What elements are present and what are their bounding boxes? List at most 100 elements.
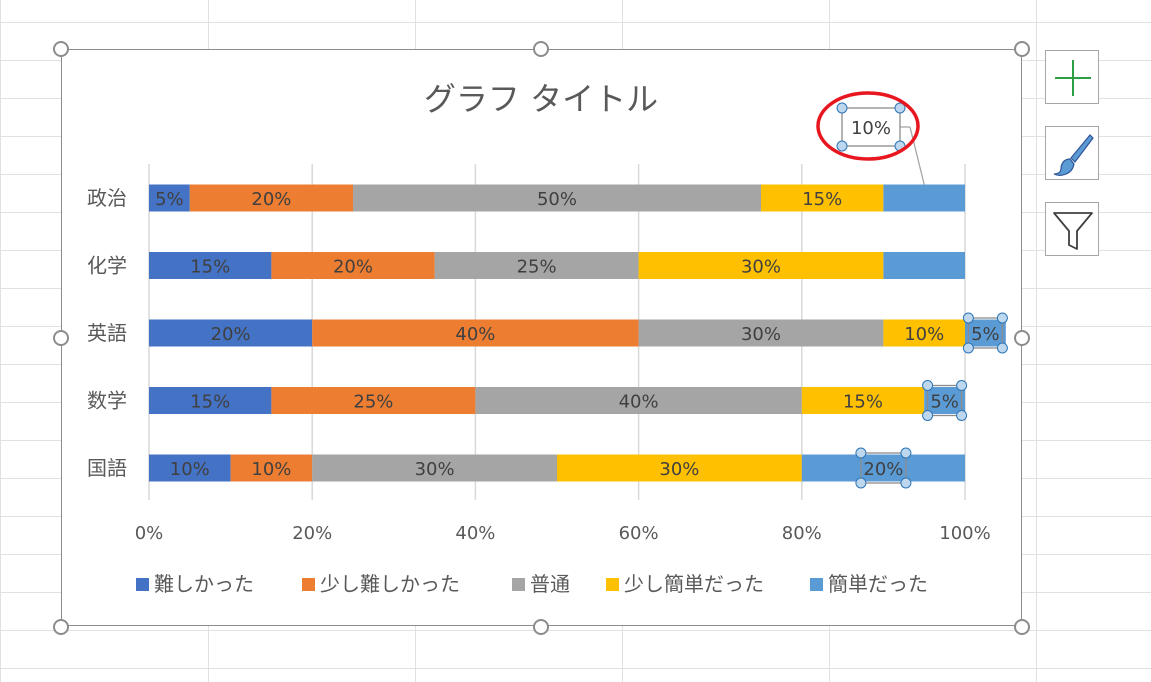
label-handle xyxy=(996,312,1008,324)
bar-segment xyxy=(883,319,965,347)
data-label: 5% xyxy=(971,324,1000,345)
legend-swatch xyxy=(302,578,315,591)
resize-handle-bottom[interactable] xyxy=(533,619,549,635)
resize-handle-bottom-right[interactable] xyxy=(1014,619,1030,635)
label-handle xyxy=(956,380,968,391)
bar-segment xyxy=(312,319,639,347)
selected-label-box xyxy=(860,452,907,484)
data-label: 15% xyxy=(802,189,842,210)
resize-handle-top-right[interactable] xyxy=(1014,41,1030,57)
bar-segment xyxy=(965,319,1006,347)
resize-handle-bottom-left[interactable] xyxy=(53,619,69,635)
legend-entry: 簡単だった xyxy=(828,572,928,596)
data-label: 10% xyxy=(251,459,291,480)
label-handle xyxy=(900,477,912,489)
label-handle xyxy=(836,102,848,114)
label-handle xyxy=(855,477,867,489)
bar-segment xyxy=(801,454,965,482)
label-handle xyxy=(962,312,974,324)
label-handle xyxy=(996,342,1008,354)
bar-segment xyxy=(312,454,557,482)
selected-label-box xyxy=(967,317,1004,349)
data-label: 30% xyxy=(741,324,781,345)
bar-segment xyxy=(149,387,272,414)
category-label: 化学 xyxy=(87,254,127,278)
bar-segment xyxy=(638,252,884,279)
bar-segment xyxy=(475,387,802,414)
data-label: 15% xyxy=(190,392,230,413)
data-label: 20% xyxy=(211,324,251,345)
bar-segment xyxy=(924,387,965,414)
highlight-circle xyxy=(816,91,920,161)
bar-segment xyxy=(149,184,190,212)
bar-segment xyxy=(230,454,313,482)
bar-segment xyxy=(149,319,313,347)
legend-swatch xyxy=(606,578,619,591)
label-handle xyxy=(855,447,867,459)
data-label: 10% xyxy=(170,459,210,480)
label-handle xyxy=(900,447,912,459)
label-handle xyxy=(956,410,968,421)
data-label: 50% xyxy=(537,189,577,210)
resize-handle-top[interactable] xyxy=(533,41,549,57)
resize-handle-right[interactable] xyxy=(1014,330,1030,346)
x-tick-label: 0% xyxy=(135,523,164,544)
bar-segment xyxy=(149,454,231,482)
legend-entry: 普通 xyxy=(530,572,570,596)
bar-segment xyxy=(801,387,925,414)
paintbrush-icon xyxy=(1053,134,1094,176)
legend-entry: 少し難しかった xyxy=(320,572,460,596)
data-label: 10% xyxy=(904,324,944,345)
bar-segment xyxy=(149,252,272,279)
data-label: 40% xyxy=(455,324,495,345)
chart-filters-button[interactable] xyxy=(1045,202,1099,256)
bar-segment xyxy=(557,454,802,482)
data-label: 20% xyxy=(863,459,903,480)
legend-swatch xyxy=(136,578,149,591)
callout-label-box xyxy=(841,107,901,147)
x-tick-label: 80% xyxy=(782,523,822,544)
resize-handle-top-left[interactable] xyxy=(53,41,69,57)
bar-segment xyxy=(271,252,435,279)
legend-swatch xyxy=(810,578,823,591)
selected-label-box xyxy=(926,384,963,417)
data-label: 30% xyxy=(659,459,699,480)
funnel-icon xyxy=(1053,212,1093,250)
data-label: 20% xyxy=(251,189,291,210)
label-handle xyxy=(922,410,934,421)
x-tick-label: 40% xyxy=(455,523,495,544)
label-handle xyxy=(962,342,974,354)
data-label: 25% xyxy=(517,257,557,278)
data-label: 5% xyxy=(930,392,959,413)
data-label: 30% xyxy=(741,257,781,278)
chart-title: グラフ タイトル xyxy=(424,80,658,118)
data-label: 20% xyxy=(333,257,373,278)
label-handle xyxy=(836,140,848,152)
data-label: 30% xyxy=(415,459,455,480)
data-label: 15% xyxy=(843,392,883,413)
data-label: 25% xyxy=(353,392,393,413)
category-label: 英語 xyxy=(87,321,127,345)
plus-icon xyxy=(1055,60,1091,96)
x-tick-label: 100% xyxy=(939,523,990,544)
legend-entry: 難しかった xyxy=(154,572,254,596)
bar-segment xyxy=(638,319,884,347)
bar-segment xyxy=(761,184,884,212)
bar-segment xyxy=(434,252,639,279)
data-label: 15% xyxy=(190,257,230,278)
callout-label: 10% xyxy=(851,118,891,139)
chart-elements-button[interactable] xyxy=(1045,50,1099,104)
category-label: 国語 xyxy=(87,456,127,480)
leader-line xyxy=(909,126,925,185)
bar-segment xyxy=(189,184,353,212)
legend-entry: 少し簡単だった xyxy=(624,572,764,596)
resize-handle-left[interactable] xyxy=(53,330,69,346)
x-tick-label: 20% xyxy=(292,523,332,544)
category-label: 政治 xyxy=(87,186,127,210)
data-label: 5% xyxy=(155,189,184,210)
bar-segment xyxy=(883,252,965,279)
x-tick-label: 60% xyxy=(619,523,659,544)
bar-segment xyxy=(883,184,965,212)
chart-styles-button[interactable] xyxy=(1045,126,1099,180)
